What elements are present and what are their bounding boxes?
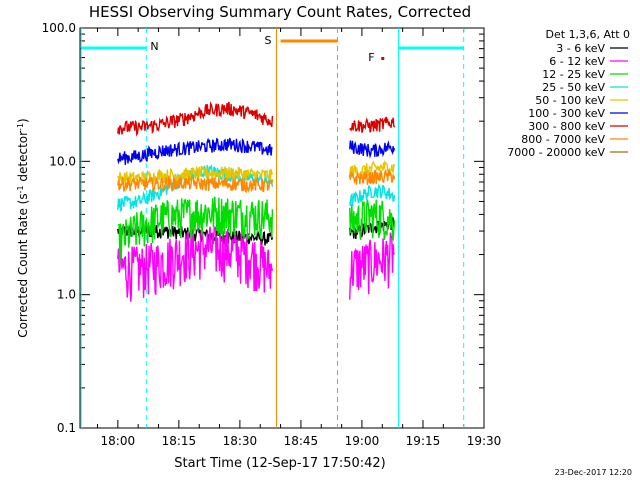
- axis-ticks: 18:00 18:15 18:30 18:45 19:00 19:15 19:30 0.1 1.…: [42, 21, 502, 448]
- x-tick-label: 19:30: [467, 434, 502, 448]
- series-line: [349, 116, 396, 133]
- y-axis-label-end: ): [16, 118, 30, 123]
- x-tick-label: 19:15: [406, 434, 441, 448]
- x-tick-label: 19:00: [345, 434, 380, 448]
- series-line: [117, 174, 274, 194]
- time-markers: N S F: [80, 28, 465, 428]
- x-tick-label: 18:30: [223, 434, 258, 448]
- series-layer: [117, 101, 396, 302]
- series-line: [117, 196, 274, 265]
- x-tick-label: 18:15: [162, 434, 197, 448]
- f-marker-dot: [381, 57, 385, 60]
- y-tick-label: 1.0: [57, 288, 76, 302]
- legend-entry: 7000 - 20000 keV: [507, 146, 605, 159]
- x-tick-label: 18:00: [101, 434, 136, 448]
- y-tick-label: 0.1: [57, 421, 76, 435]
- svg-text:Corrected Count Rate (s-1 dete: Corrected Count Rate (s-1 detector-1): [16, 118, 31, 337]
- y-axis-label-sup1: -1: [16, 185, 25, 193]
- legend-entry: 100 - 300 keV: [528, 107, 605, 120]
- y-axis-label-main: Corrected Count Rate (s: [16, 193, 30, 337]
- plot-frame: [79, 27, 485, 429]
- f-label: F: [368, 51, 374, 64]
- footer-date: 23-Dec-2017 12:20: [555, 468, 632, 477]
- series-line: [349, 167, 396, 185]
- y-tick-label: 10.0: [49, 154, 76, 168]
- x-axis-label: Start Time (12-Sep-17 17:50:42): [174, 456, 385, 471]
- legend-entry: 300 - 800 keV: [528, 120, 605, 133]
- x-tick-label: 18:45: [284, 434, 319, 448]
- legend-entry: 3 - 6 keV: [556, 42, 605, 55]
- legend-title: Det 1,3,6, Att 0: [546, 28, 630, 41]
- legend-entry: 800 - 7000 keV: [521, 133, 605, 146]
- series-line: [117, 101, 274, 137]
- series-line: [349, 183, 396, 207]
- chart-title: HESSI Observing Summary Count Rates, Cor…: [89, 3, 471, 21]
- series-line: [349, 140, 396, 159]
- n-label: N: [150, 40, 158, 53]
- y-axis-label-sup2: -1: [16, 123, 25, 131]
- s-label: S: [265, 34, 272, 47]
- series-line: [117, 137, 273, 165]
- legend-entry: 50 - 100 keV: [535, 94, 605, 107]
- y-tick-label: 100.0: [42, 21, 76, 35]
- legend-entry: 12 - 25 keV: [542, 68, 605, 81]
- series-line: [349, 199, 396, 241]
- legend-entry: 6 - 12 keV: [549, 55, 605, 68]
- legend-entry: 25 - 50 keV: [542, 81, 605, 94]
- series-line: [117, 165, 274, 186]
- y-axis-label-mid: detector: [16, 131, 30, 186]
- series-line: [349, 232, 396, 300]
- series-line: [349, 159, 396, 179]
- y-axis-label: Corrected Count Rate (s-1 detector-1): [16, 118, 31, 337]
